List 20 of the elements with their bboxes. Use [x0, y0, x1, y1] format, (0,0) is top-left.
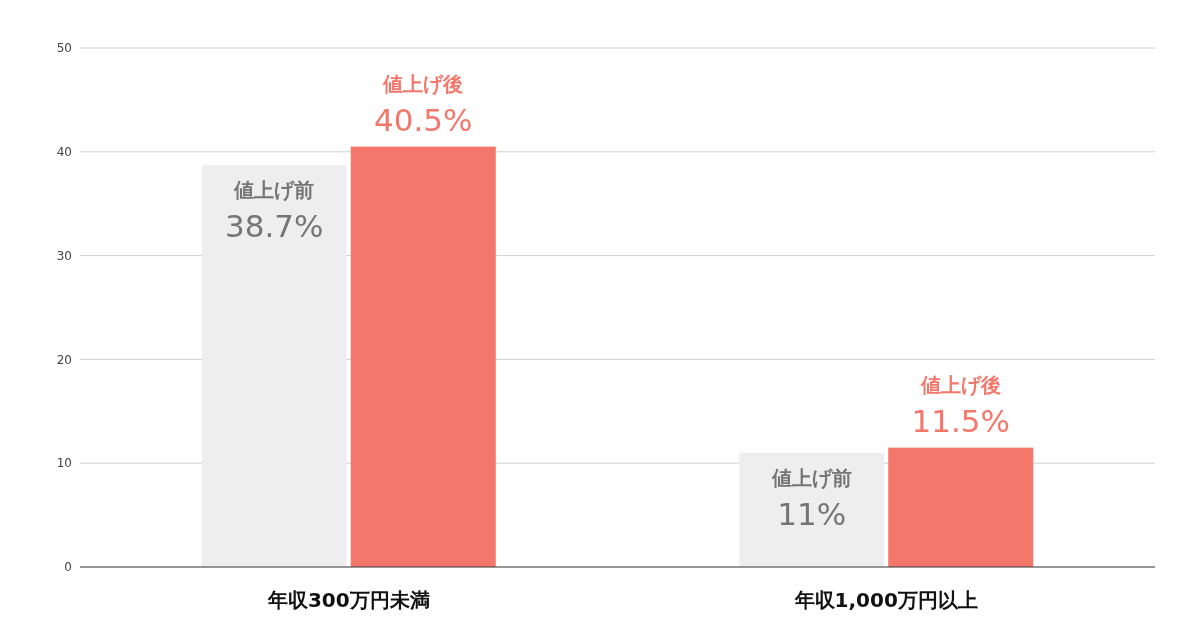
bar — [350, 146, 496, 567]
bar — [888, 447, 1034, 567]
bar — [201, 165, 347, 567]
data-label: 11.5% — [911, 402, 1010, 439]
x-tick-label: 年収300万円未満 — [266, 588, 430, 612]
y-tick-label: 30 — [56, 248, 72, 263]
text: 値上げ前 — [771, 465, 852, 490]
series-label: 値上げ前 — [233, 178, 315, 203]
y-tick-label: 50 — [56, 41, 72, 56]
x-tick-label: 年収1,000万円以上 — [793, 588, 978, 612]
data-label: 38.7% — [225, 208, 324, 245]
data-label: 11% — [777, 495, 847, 532]
text: 値上げ後 — [383, 71, 464, 96]
bar — [739, 452, 885, 567]
y-tick-label: 20 — [56, 352, 72, 367]
data-label: 40.5% — [374, 101, 473, 138]
y-tick-label: 40 — [56, 145, 72, 159]
text: 値上げ後 — [919, 372, 1001, 397]
y-tick-label: 10 — [56, 456, 72, 471]
y-tick-label: 0 — [64, 560, 72, 575]
